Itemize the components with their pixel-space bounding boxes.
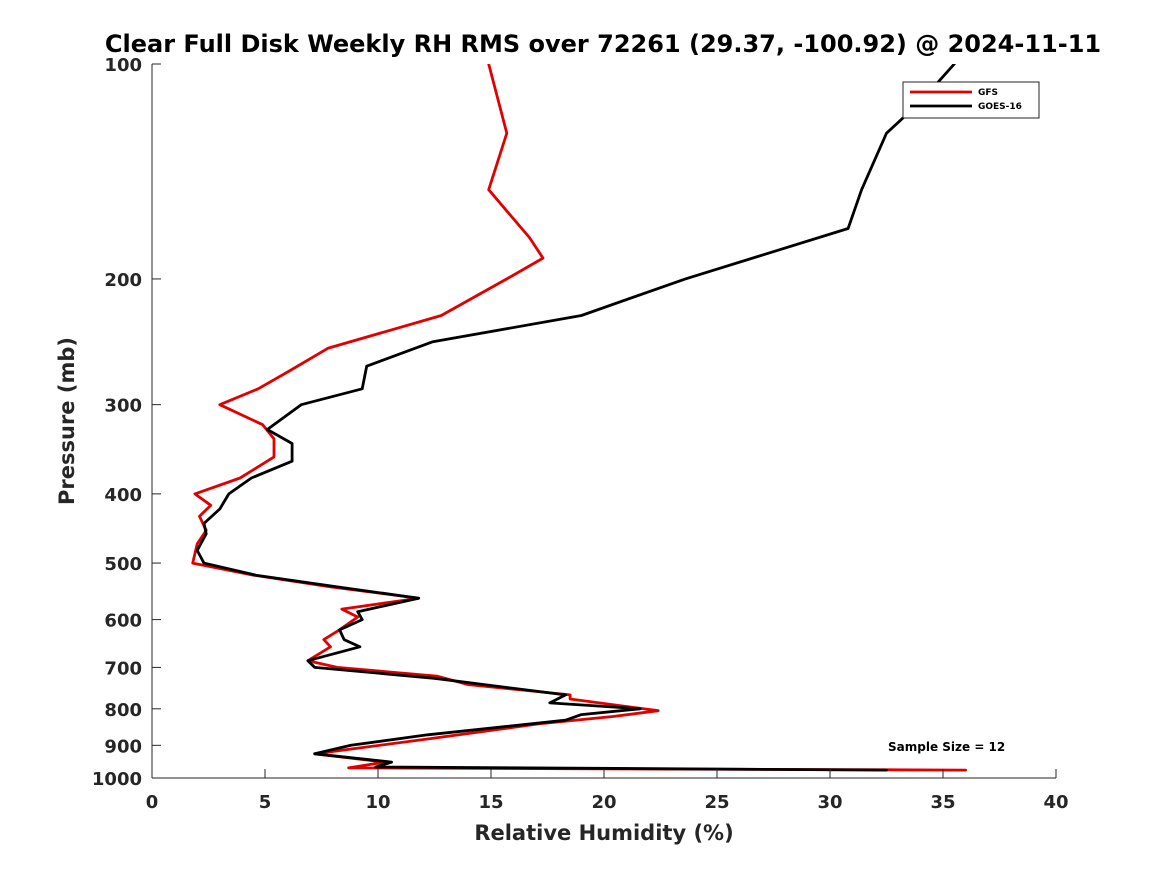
y-tick-label: 200 [104,270,142,291]
y-tick-label: 400 [104,485,142,506]
x-tick-label: 25 [704,792,729,813]
y-tick-label: 1000 [92,769,142,790]
y-tick-label: 100 [104,55,142,76]
x-tick-label: 20 [591,792,616,813]
series-line-goes-16 [195,64,956,772]
chart-title: Clear Full Disk Weekly RH RMS over 72261… [105,30,1101,58]
y-tick-label: 300 [104,396,142,417]
y-tick-label: 900 [104,736,142,757]
legend: GFS GOES-16 [902,81,1040,119]
x-axis-label: Relative Humidity (%) [474,821,733,845]
series-lines [191,64,967,772]
legend-entry: GOES-16 [978,102,1022,112]
x-tick-label: 30 [817,792,842,813]
series-line-gfs [191,64,967,772]
x-tick-label: 35 [930,792,955,813]
x-tick-label: 10 [365,792,390,813]
y-axis-label: Pressure (mb) [55,337,79,505]
y-tick-label: 600 [104,611,142,632]
x-tick-label: 0 [146,792,159,813]
y-tick-label: 700 [104,658,142,679]
legend-entry: GFS [978,88,998,98]
x-tick-label: 5 [259,792,272,813]
legend-box [902,81,1040,119]
y-tick-label: 800 [104,700,142,721]
sample-size-annotation: Sample Size = 12 [888,740,1005,754]
y-tick-label: 500 [104,554,142,575]
x-tick-label: 15 [478,792,503,813]
y-axis-ticks: 100 200 300 400 500 600 700 800 900 1000 [92,55,161,790]
x-axis-ticks: 0 5 10 15 20 25 30 35 40 [146,769,1069,813]
plot-area [151,64,1056,779]
x-tick-label: 40 [1043,792,1068,813]
